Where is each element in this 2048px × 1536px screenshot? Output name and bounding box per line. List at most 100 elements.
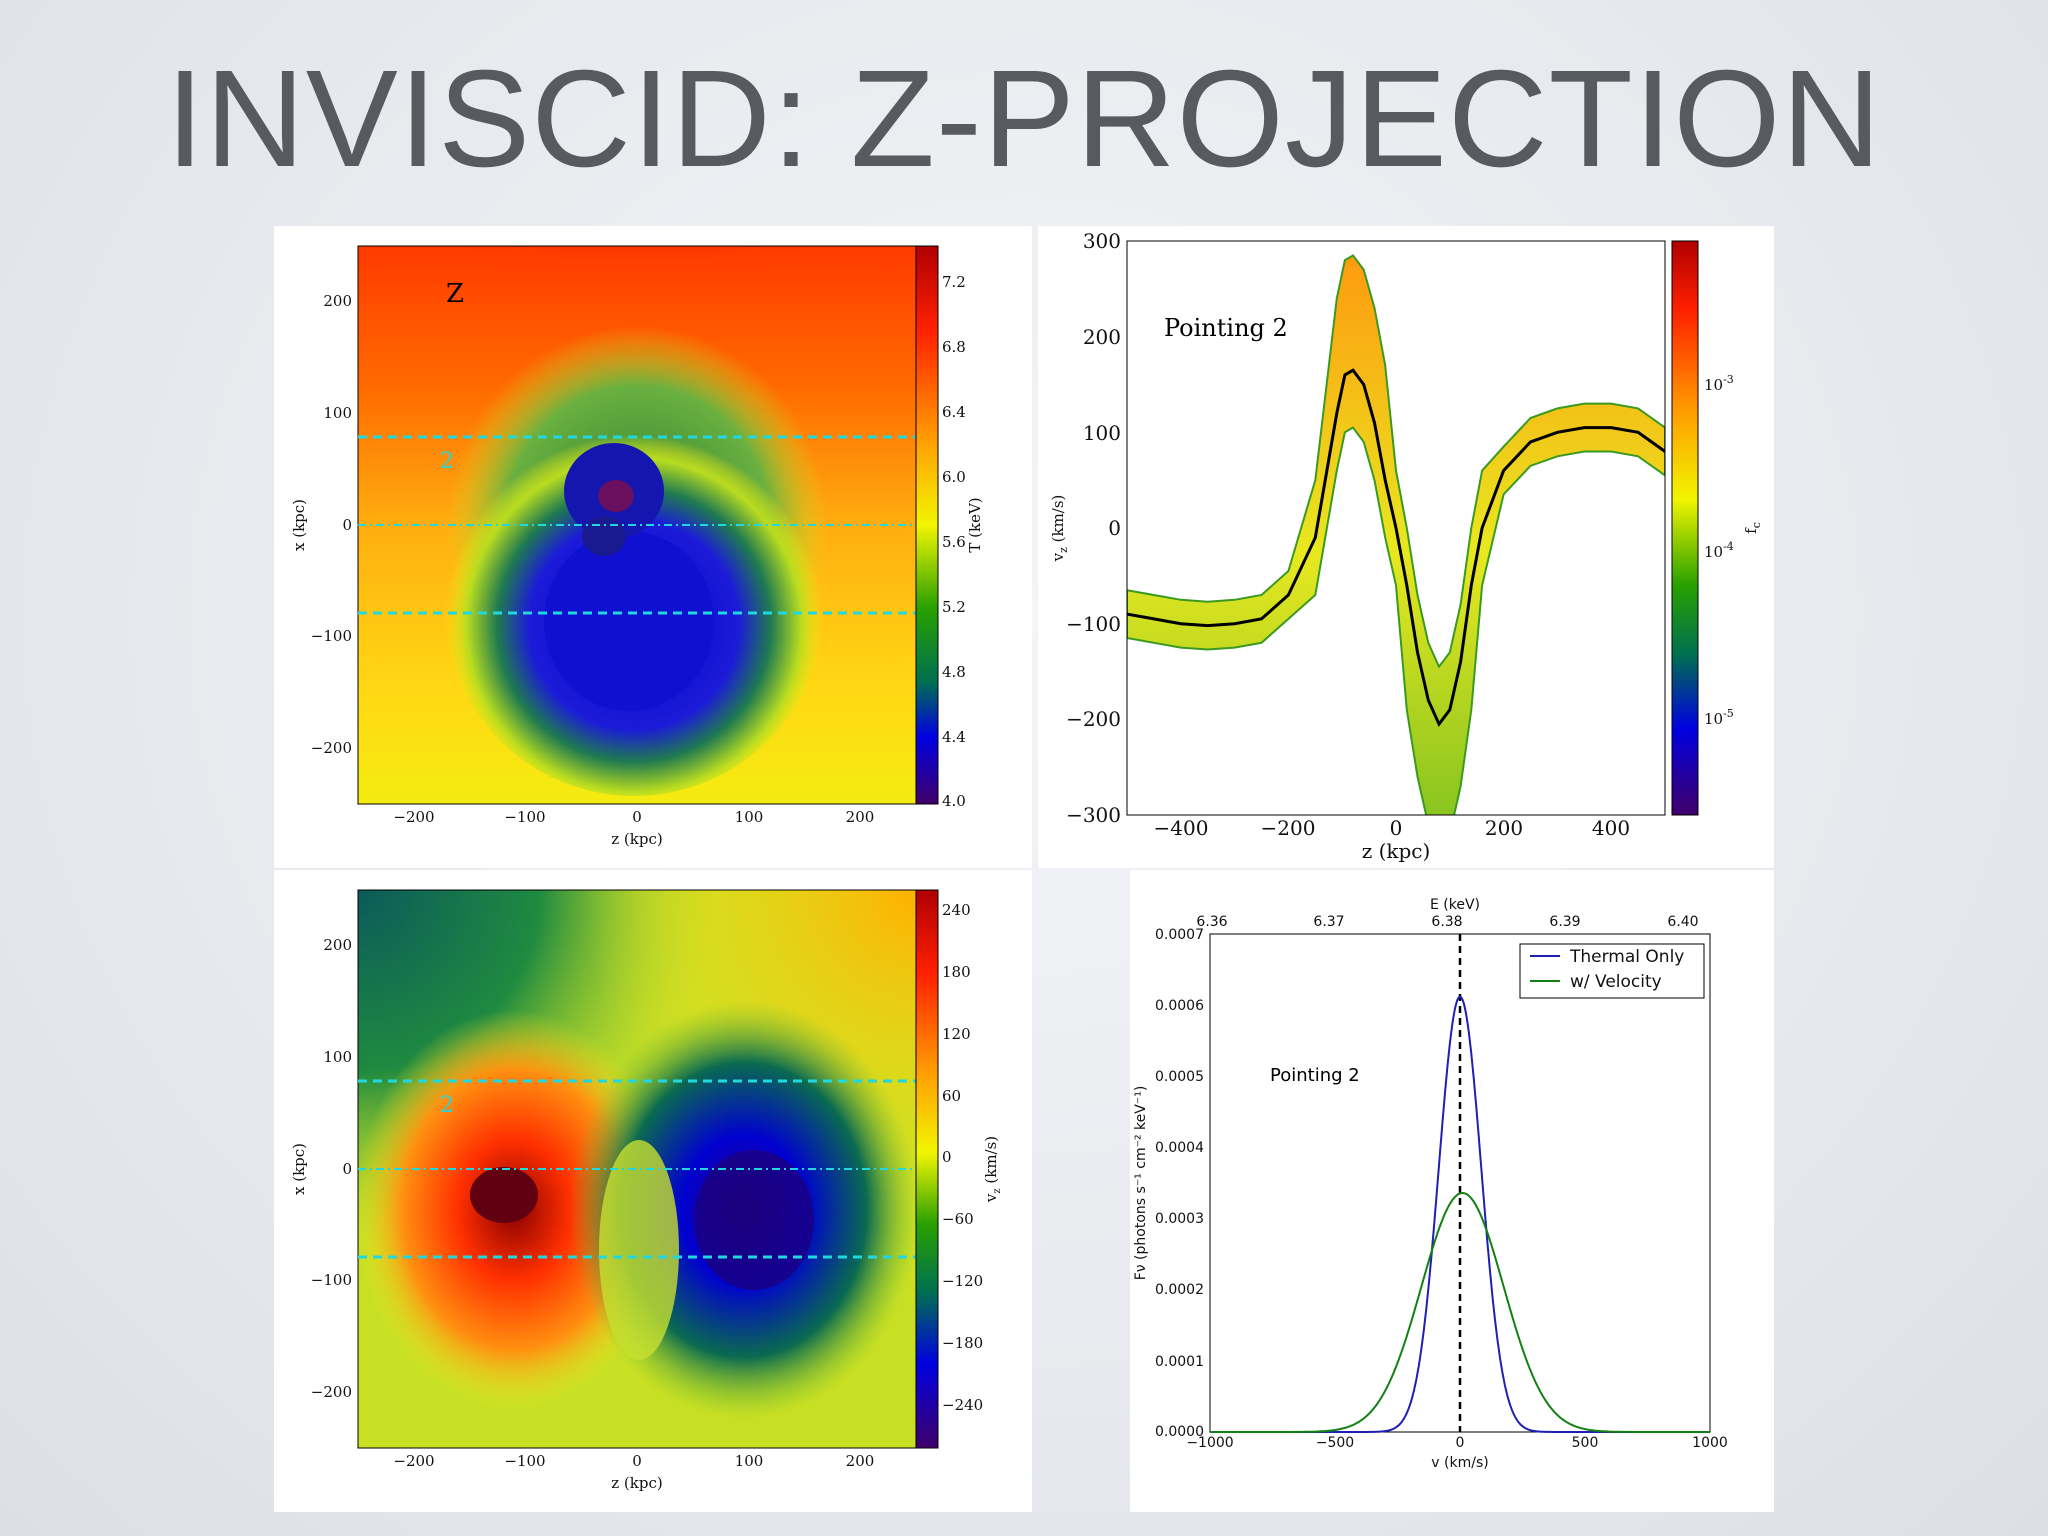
colorbar-tick: 6.8: [942, 338, 966, 356]
y-tick: 0.0001: [1155, 1354, 1204, 1370]
with-velocity-curve: [1210, 1191, 1710, 1433]
colorbar-tick: 180: [942, 963, 971, 981]
x-tick: −200: [393, 1452, 434, 1470]
x-tick: 0: [632, 1452, 642, 1470]
colorbar-tick: 4.8: [942, 663, 966, 681]
y-tick: −200: [311, 1383, 352, 1401]
x-tick: 1000: [1692, 1435, 1728, 1451]
pointing-label: Pointing 2: [1164, 314, 1288, 342]
y-tick: 0.0007: [1155, 927, 1204, 943]
x-tick: 200: [846, 1452, 875, 1470]
x-tick: 0: [1456, 1435, 1465, 1451]
colorbar-tick: 0: [942, 1148, 952, 1166]
pointing-number-label: 2: [440, 1093, 454, 1118]
velocity-phase-chart: Pointing 2 300 200 100 0 −100 −200 −300 …: [1049, 229, 1763, 863]
colorbar-tick: 4.0: [942, 792, 966, 810]
y-tick: 0: [342, 1160, 352, 1178]
temperature-map-chart: Z 2 200 100 0 −100 −200 −200 −100 0 100 …: [290, 245, 984, 848]
x-axis-label: z (kpc): [1362, 839, 1431, 863]
colorbar-tick: 60: [942, 1087, 961, 1105]
spectrum-panel: 0.0007 0.0006 0.0005 0.0004 0.0003 0.000…: [1130, 870, 1774, 1512]
y-tick: 200: [1083, 325, 1121, 349]
colorbar-label: vz (km/s): [982, 1136, 1003, 1203]
colorbar-tick: 240: [942, 901, 971, 919]
mean-velocity-curve: [1127, 368, 1665, 728]
colorbar-tick: −120: [942, 1272, 983, 1290]
y-tick: −100: [311, 1271, 352, 1289]
top-x-tick: 6.39: [1549, 914, 1580, 930]
legend-with-velocity: w/ Velocity: [1570, 972, 1662, 992]
x-tick: 100: [735, 1452, 764, 1470]
x-axis-label: v (km/s): [1431, 1455, 1488, 1471]
colorbar-tick: 6.0: [942, 468, 966, 486]
colorbar: [915, 889, 939, 1449]
y-axis-label: Fν (photons s⁻¹ cm⁻² keV⁻¹): [1133, 1086, 1149, 1281]
y-tick: 0.0005: [1155, 1069, 1204, 1085]
y-tick: 100: [1083, 421, 1121, 445]
top-x-tick: 6.38: [1431, 914, 1462, 930]
y-tick: 200: [323, 936, 352, 954]
y-axis-label: x (kpc): [290, 1143, 308, 1195]
y-tick: 100: [323, 404, 352, 422]
colorbar-tick: 10-5: [1704, 707, 1734, 728]
slide-title: INVISCID: Z-PROJECTION: [165, 42, 1883, 196]
y-tick: 0.0006: [1155, 998, 1204, 1014]
colorbar-label: T (keV): [966, 497, 984, 552]
colorbar-tick: 4.4: [942, 728, 966, 746]
spectrum-chart: 0.0007 0.0006 0.0005 0.0004 0.0003 0.000…: [1133, 897, 1728, 1471]
colorbar-tick: −60: [942, 1210, 974, 1228]
top-x-tick: 6.37: [1313, 914, 1344, 930]
colorbar-tick: 5.2: [942, 598, 966, 616]
colorbar-tick: 120: [942, 1025, 971, 1043]
y-axis-label: x (kpc): [290, 499, 308, 551]
y-tick: 200: [323, 292, 352, 310]
colorbar-tick: −240: [942, 1396, 983, 1414]
y-tick: 300: [1083, 229, 1121, 253]
y-tick: 0.0003: [1155, 1211, 1204, 1227]
x-tick: −100: [504, 808, 545, 826]
y-tick: −200: [311, 739, 352, 757]
y-axis-label: vz (km/s): [1049, 495, 1070, 563]
legend-thermal-only: Thermal Only: [1569, 947, 1684, 967]
x-tick: 200: [1485, 816, 1523, 840]
x-tick: 200: [846, 808, 875, 826]
y-tick: −200: [1066, 707, 1121, 731]
x-axis-label: z (kpc): [611, 1474, 662, 1492]
legend: Thermal Only w/ Velocity: [1519, 943, 1705, 999]
top-x-tick: 6.36: [1196, 914, 1227, 930]
y-tick: 0.0002: [1155, 1282, 1204, 1298]
y-tick: 0: [342, 516, 352, 534]
top-x-tick: 6.40: [1667, 914, 1698, 930]
colorbar-tick: 6.4: [942, 403, 966, 421]
top-x-axis-label: E (keV): [1430, 897, 1480, 913]
x-tick: 100: [735, 808, 764, 826]
colorbar-tick: 10-3: [1704, 373, 1734, 394]
x-tick: 0: [632, 808, 642, 826]
colorbar-tick: 10-4: [1704, 540, 1734, 561]
x-tick: 500: [1572, 1435, 1599, 1451]
velocity-map-panel: 2 200 100 0 −100 −200 −200 −100 0 100 20…: [274, 870, 1032, 1512]
pointing-number-label: 2: [440, 449, 454, 474]
y-tick: 0.0004: [1155, 1140, 1204, 1156]
velocity-map-chart: 2 200 100 0 −100 −200 −200 −100 0 100 20…: [290, 889, 1003, 1492]
pointing-label: Pointing 2: [1270, 1065, 1360, 1086]
projection-label: Z: [446, 279, 464, 309]
velocity-phase-panel: Pointing 2 300 200 100 0 −100 −200 −300 …: [1038, 226, 1774, 868]
colorbar-tick: 5.6: [942, 533, 966, 551]
y-tick: 100: [323, 1048, 352, 1066]
colorbar-tick: −180: [942, 1334, 983, 1352]
x-tick: −500: [1316, 1435, 1354, 1451]
colorbar-tick: 7.2: [942, 273, 966, 291]
y-tick: 0.0000: [1155, 1424, 1204, 1440]
y-tick: −300: [1066, 803, 1121, 827]
colorbar: [1671, 240, 1699, 816]
x-tick: 0: [1390, 816, 1403, 840]
colorbar-label: fc: [1742, 522, 1763, 534]
x-tick: −400: [1154, 816, 1209, 840]
x-tick: −1000: [1186, 1435, 1233, 1451]
x-tick: −100: [504, 1452, 545, 1470]
x-tick: 400: [1592, 816, 1630, 840]
y-tick: 0: [1108, 516, 1121, 540]
y-tick: −100: [311, 627, 352, 645]
x-tick: −200: [1261, 816, 1316, 840]
